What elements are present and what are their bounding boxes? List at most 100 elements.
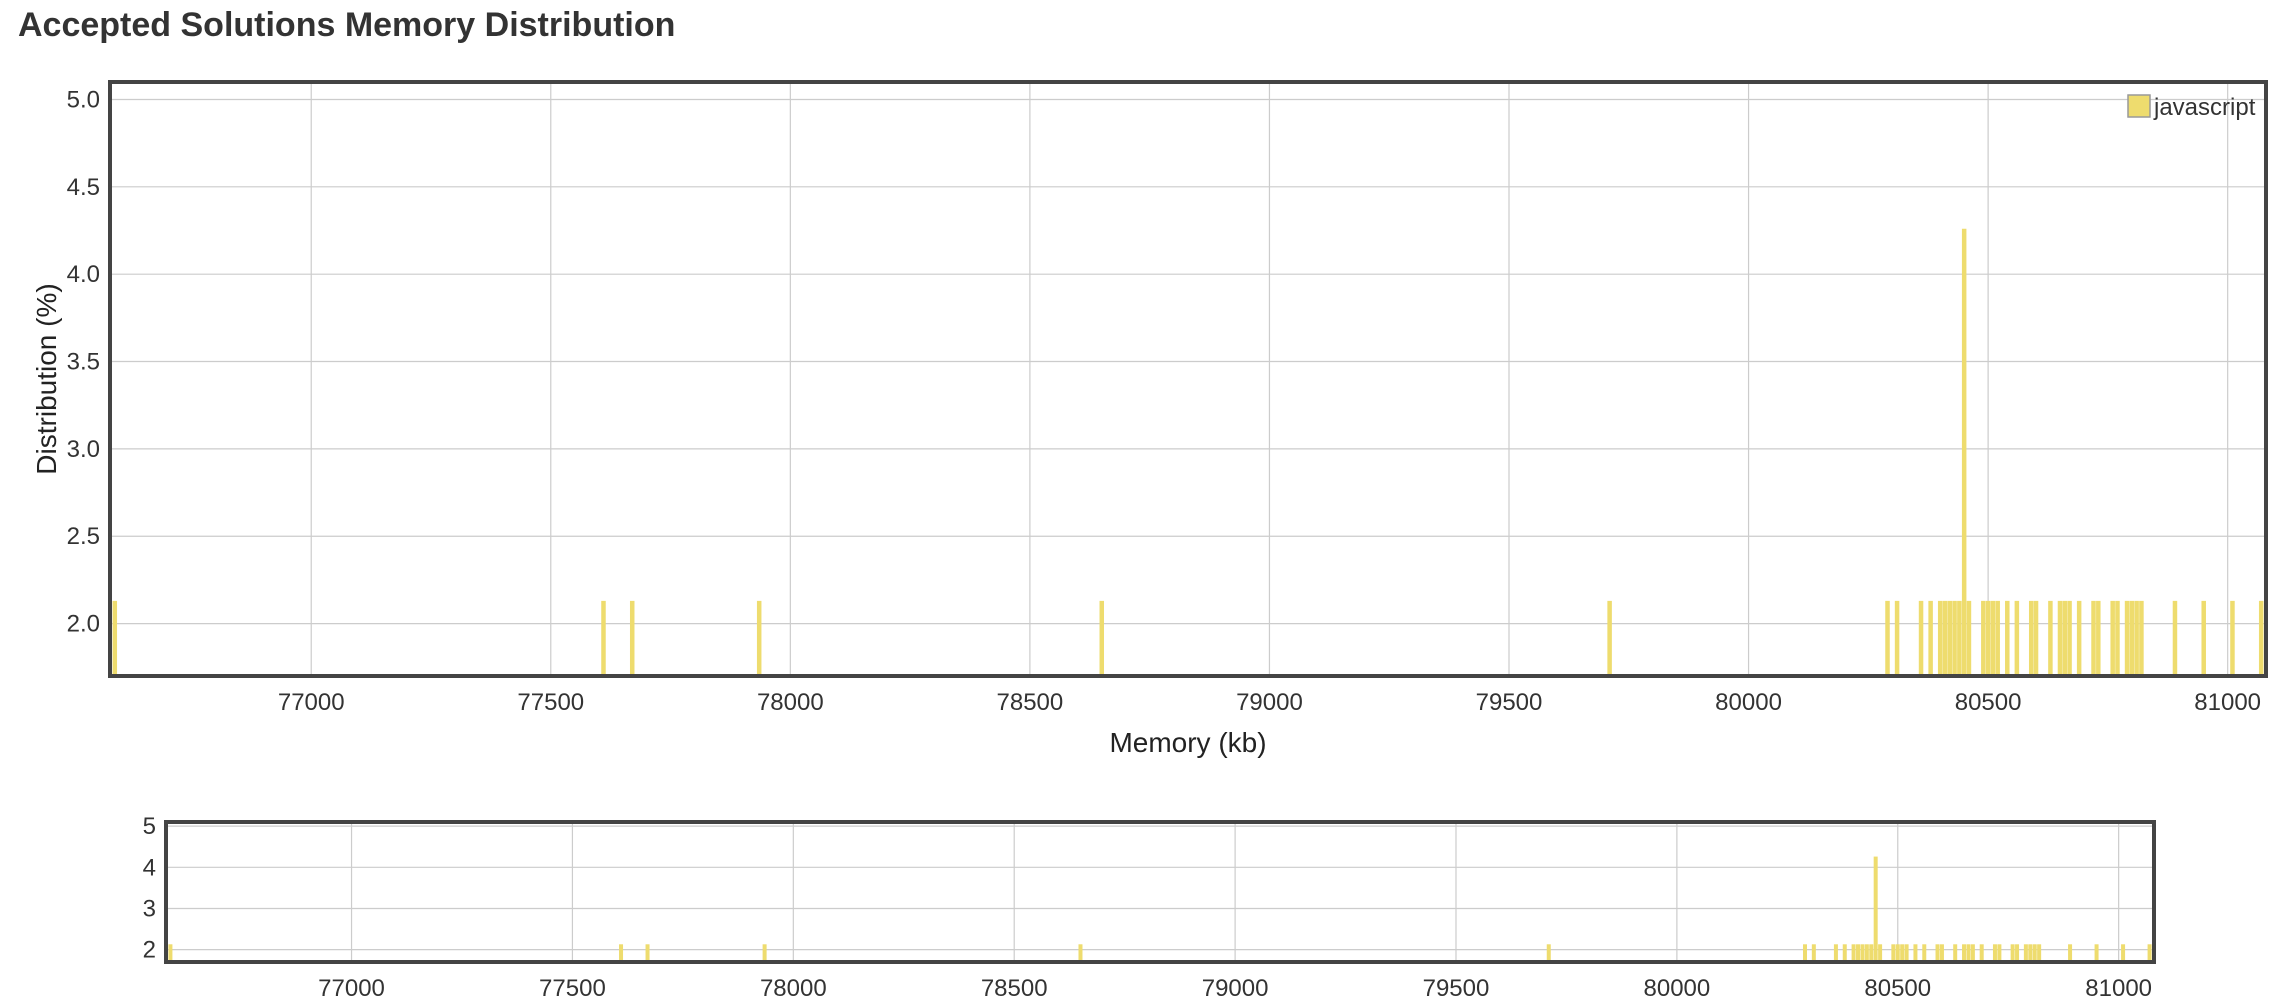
- navigator-bar: [2010, 944, 2015, 962]
- navigator-x-tick-label: 78000: [760, 975, 827, 1002]
- navigator-bar: [2147, 944, 2152, 962]
- main-plot-frame: [108, 80, 2268, 678]
- navigator-bar: [1811, 944, 1816, 962]
- navigator-bar: [1851, 944, 1856, 962]
- navigator-plot-frame: [164, 820, 2156, 964]
- navigator-bar: [1802, 944, 1807, 962]
- navigator-bar: [2032, 944, 2037, 962]
- navigator-bar: [1078, 944, 1083, 962]
- main-x-tick-label: 79000: [1236, 689, 1303, 716]
- navigator-bar: [1992, 944, 1997, 962]
- main-x-tick-label: 79500: [1476, 689, 1543, 716]
- main-bar: [2096, 600, 2101, 676]
- main-bar: [2005, 600, 2010, 676]
- navigator-bar: [1860, 944, 1865, 962]
- main-y-tick-label: 4.0: [67, 261, 100, 288]
- navigator-bar: [1970, 944, 1975, 962]
- main-bar: [2110, 600, 2115, 676]
- main-y-tick-label: 3.0: [67, 436, 100, 463]
- navigator-bar: [1953, 944, 1958, 962]
- navigator-bar: [1856, 944, 1861, 962]
- navigator-bar: [1864, 944, 1869, 962]
- main-bar: [2258, 600, 2264, 676]
- main-bar: [1894, 600, 1900, 676]
- navigator-bar: [762, 944, 767, 962]
- main-bar: [2115, 600, 2120, 676]
- navigator-bar: [1979, 944, 1984, 962]
- main-bar: [1985, 600, 1991, 676]
- navigator-bar: [1904, 944, 1909, 962]
- navigator-bar: [2023, 944, 2028, 962]
- navigator-bar: [1935, 944, 1940, 962]
- navigator-y-tick-label: 2: [143, 937, 156, 964]
- main-bar: [1961, 228, 1967, 677]
- main-bar: [1957, 600, 1962, 676]
- main-x-tick-label: 80500: [1955, 689, 2022, 716]
- navigator-bar: [2028, 944, 2033, 962]
- main-bar: [2139, 600, 2144, 676]
- main-y-tick-label: 2.5: [67, 523, 100, 550]
- navigator-x-tick-label: 80000: [1644, 975, 1711, 1002]
- main-bar: [1885, 600, 1890, 676]
- main-bar: [2230, 600, 2235, 676]
- main-bar: [2129, 600, 2135, 676]
- main-bar: [601, 600, 606, 676]
- legend-swatch-javascript[interactable]: [2127, 94, 2151, 118]
- navigator-bar: [1997, 944, 2002, 962]
- main-bar: [629, 600, 635, 676]
- navigator-bar: [1939, 944, 1944, 962]
- main-bar: [2201, 600, 2206, 676]
- main-bar: [2124, 600, 2130, 676]
- main-bar: [1995, 600, 2000, 676]
- navigator-bar: [2121, 944, 2126, 962]
- main-bar: [2067, 600, 2072, 676]
- main-x-tick-label: 77000: [278, 689, 345, 716]
- navigator-y-tick-label: 4: [143, 854, 156, 881]
- main-x-tick-label: 78500: [997, 689, 1064, 716]
- main-bar: [2134, 600, 2139, 676]
- navigator-x-tick-label: 80500: [1864, 975, 1931, 1002]
- main-bar: [1942, 600, 1948, 676]
- main-bar: [1607, 600, 1612, 676]
- navigator-x-tick-label: 77500: [539, 975, 606, 1002]
- navigator-x-tick-label: 79500: [1423, 975, 1490, 1002]
- navigator-bar: [645, 944, 650, 962]
- main-bar: [2028, 600, 2034, 676]
- main-bar: [2076, 600, 2082, 676]
- main-bar: [1937, 600, 1943, 676]
- navigator-bar: [1842, 944, 1847, 962]
- main-bar: [1099, 600, 1105, 676]
- main-bar: [1966, 600, 1972, 676]
- main-bar: [1990, 600, 1996, 676]
- navigator-y-tick-label: 5: [143, 813, 156, 840]
- main-bar: [1952, 600, 1957, 676]
- y-axis-title: Distribution (%): [31, 283, 62, 474]
- navigator-y-tick-label: 3: [143, 895, 156, 922]
- chart-title: Accepted Solutions Memory Distribution: [18, 6, 676, 44]
- navigator-bar: [168, 944, 173, 962]
- navigator-bar: [2094, 944, 2099, 962]
- main-bar: [2014, 600, 2020, 676]
- navigator-x-tick-label: 81000: [2085, 975, 2152, 1002]
- main-bar: [2091, 600, 2096, 676]
- main-bar: [2048, 600, 2053, 676]
- main-y-tick-label: 4.5: [67, 174, 100, 201]
- main-bar: [1918, 600, 1924, 676]
- legend-label-javascript[interactable]: javascript: [2153, 94, 2256, 121]
- navigator-bar: [1913, 944, 1918, 962]
- main-bar: [2033, 600, 2039, 676]
- main-bar: [1947, 600, 1953, 676]
- main-y-tick-label: 2.0: [67, 611, 100, 638]
- navigator-bar: [2037, 944, 2042, 962]
- main-x-tick-label: 80000: [1715, 689, 1782, 716]
- navigator-x-tick-label: 77000: [318, 975, 385, 1002]
- main-bar: [2057, 600, 2063, 676]
- main-x-tick-label: 77500: [517, 689, 584, 716]
- main-bar: [1928, 600, 1933, 676]
- navigator-bar: [2068, 944, 2073, 962]
- navigator-bar: [1922, 944, 1927, 962]
- main-x-tick-label: 81000: [2194, 689, 2261, 716]
- navigator-bar: [1900, 944, 1905, 962]
- navigator-bar: [1869, 944, 1874, 962]
